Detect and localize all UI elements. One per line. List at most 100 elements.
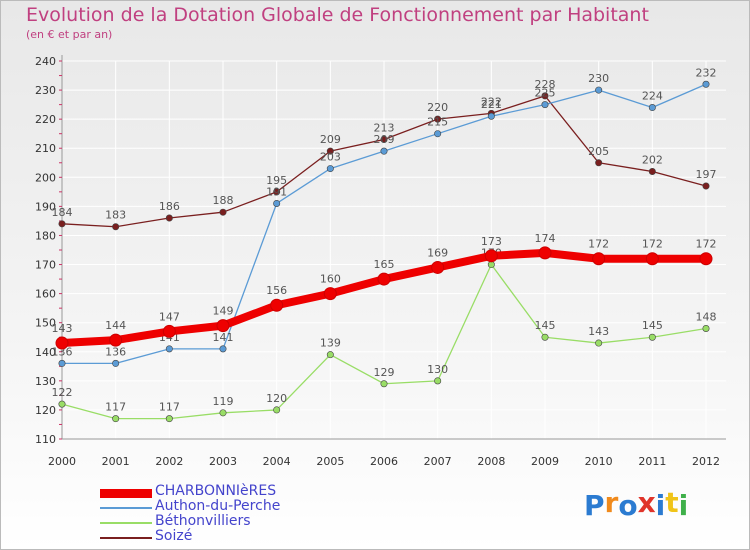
legend-swatch xyxy=(100,489,152,498)
data-label: 228 xyxy=(535,78,556,91)
legend-label: Soizé xyxy=(155,528,193,544)
logo-letter: x xyxy=(637,486,656,519)
data-label: 160 xyxy=(320,273,341,286)
data-label: 184 xyxy=(52,206,73,219)
data-label: 122 xyxy=(52,386,73,399)
x-tick-label: 2000 xyxy=(48,455,76,468)
data-label: 232 xyxy=(696,66,717,79)
data-point xyxy=(648,167,656,175)
legend-label: CHARBONNIèRES xyxy=(155,483,277,499)
chart-title: Evolution de la Dotation Globale de Fonc… xyxy=(26,4,649,26)
data-label: 215 xyxy=(427,116,448,129)
data-point xyxy=(592,252,606,266)
y-tick-label: 120 xyxy=(35,404,56,417)
data-point xyxy=(273,199,281,207)
legend-swatch xyxy=(100,522,152,524)
data-label: 225 xyxy=(535,87,556,100)
y-tick-label: 190 xyxy=(35,200,56,213)
legend-item: Béthonvilliers xyxy=(100,513,360,530)
data-point xyxy=(165,415,173,423)
data-label: 144 xyxy=(105,319,126,332)
data-label: 186 xyxy=(159,200,180,213)
legend: CHARBONNIèRES Authon-du-Perche Béthonvilli… xyxy=(100,483,360,545)
y-tick-label: 210 xyxy=(35,142,56,155)
data-label: 120 xyxy=(266,392,287,405)
y-tick-label: 230 xyxy=(35,84,56,97)
proxiti-logo: Proxiti xyxy=(584,486,689,522)
y-tick-label: 220 xyxy=(35,113,56,126)
data-label: 220 xyxy=(427,101,448,114)
data-point xyxy=(648,333,656,341)
legend-item: Authon-du-Perche xyxy=(100,498,360,515)
data-point xyxy=(380,136,388,144)
logo-letter: i xyxy=(678,489,689,522)
data-label: 145 xyxy=(535,319,556,332)
data-point xyxy=(58,400,66,408)
data-label: 213 xyxy=(374,122,395,135)
data-label: 165 xyxy=(374,258,395,271)
data-label: 183 xyxy=(105,209,126,222)
x-tick-label: 2004 xyxy=(263,455,291,468)
data-point xyxy=(699,252,713,266)
data-point xyxy=(219,345,227,353)
y-tick-label: 150 xyxy=(35,317,56,330)
data-label: 209 xyxy=(374,133,395,146)
data-point xyxy=(58,220,66,228)
data-label: 143 xyxy=(588,325,609,338)
data-label: 139 xyxy=(320,337,341,350)
data-label: 172 xyxy=(588,238,609,251)
data-point xyxy=(326,165,334,173)
data-point xyxy=(431,260,445,274)
data-point xyxy=(434,130,442,138)
data-point xyxy=(541,101,549,109)
data-point xyxy=(273,406,281,414)
y-tick-label: 240 xyxy=(35,55,56,68)
data-point xyxy=(595,159,603,167)
data-point xyxy=(55,336,69,350)
data-point xyxy=(538,246,552,260)
x-tick-label: 2001 xyxy=(102,455,130,468)
x-tick-label: 2002 xyxy=(155,455,183,468)
data-label: 145 xyxy=(642,319,663,332)
data-point xyxy=(702,80,710,88)
x-tick-label: 2008 xyxy=(477,455,505,468)
legend-item: CHARBONNIèRES xyxy=(100,483,360,500)
legend-item: Soizé xyxy=(100,528,360,545)
data-label: 172 xyxy=(696,238,717,251)
data-point xyxy=(323,287,337,301)
logo-letter: r xyxy=(604,486,619,519)
data-point xyxy=(109,333,123,347)
data-label: 222 xyxy=(481,95,502,108)
logo-letter: t xyxy=(665,486,679,519)
data-label: 173 xyxy=(481,235,502,248)
data-point xyxy=(434,115,442,123)
data-point xyxy=(484,249,498,263)
data-point xyxy=(165,345,173,353)
data-label: 117 xyxy=(159,401,180,414)
data-label: 148 xyxy=(696,311,717,324)
data-label: 149 xyxy=(213,305,234,318)
data-point xyxy=(326,147,334,155)
data-label: 117 xyxy=(105,401,126,414)
data-point xyxy=(165,214,173,222)
data-label: 174 xyxy=(535,232,556,245)
data-label: 169 xyxy=(427,246,448,259)
x-tick-label: 2005 xyxy=(316,455,344,468)
x-tick-label: 2010 xyxy=(585,455,613,468)
data-point xyxy=(380,380,388,388)
data-point xyxy=(702,182,710,190)
data-point xyxy=(595,86,603,94)
data-label: 195 xyxy=(266,174,287,187)
data-point xyxy=(380,147,388,155)
data-label: 205 xyxy=(588,145,609,158)
data-point xyxy=(112,359,120,367)
x-tick-label: 2007 xyxy=(424,455,452,468)
data-point xyxy=(219,208,227,216)
data-label: 141 xyxy=(213,331,234,344)
data-label: 221 xyxy=(481,98,502,111)
y-tick-label: 140 xyxy=(35,346,56,359)
data-point xyxy=(326,351,334,359)
data-point xyxy=(219,409,227,417)
legend-label: Authon-du-Perche xyxy=(155,498,281,514)
x-tick-label: 2009 xyxy=(531,455,559,468)
